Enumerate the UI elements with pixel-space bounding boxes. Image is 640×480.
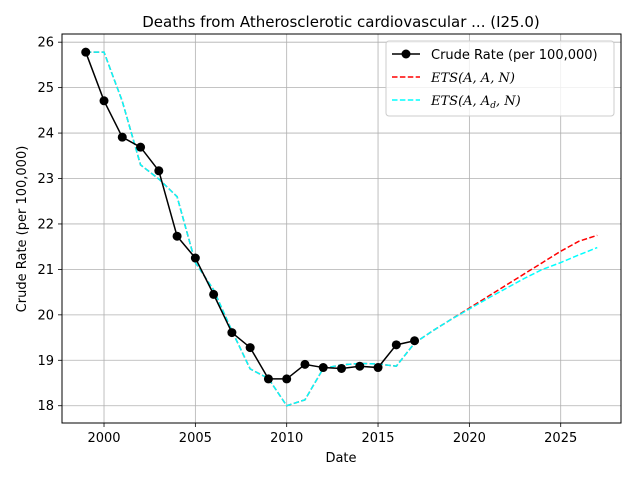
x-tick-label: 2025 <box>544 431 577 446</box>
data-point-crude-rate <box>81 47 91 57</box>
legend-label-ets-aadn-end: , N) <box>496 94 521 109</box>
y-tick-label: 23 <box>37 172 54 187</box>
data-point-crude-rate <box>136 142 146 152</box>
y-tick-label: 20 <box>37 308 54 323</box>
legend-label-ets-aadn-sub: d <box>490 101 496 111</box>
plot-series <box>81 47 598 407</box>
series-markers-crude-rate <box>81 47 420 384</box>
data-point-crude-rate <box>209 289 219 299</box>
legend-label-ets-aan-args: (A, A, N) <box>458 71 515 86</box>
legend-marker-crude-rate <box>401 49 411 59</box>
data-point-crude-rate <box>227 328 237 338</box>
data-point-crude-rate <box>355 361 365 371</box>
y-axis-ticks: 18 19 20 21 22 23 24 25 26 <box>37 36 62 414</box>
y-tick-label: 25 <box>37 81 54 96</box>
data-point-crude-rate <box>282 374 292 384</box>
data-point-crude-rate <box>99 96 109 106</box>
legend-label-ets-aan: ETS(A, A, N) <box>430 71 515 86</box>
data-point-crude-rate <box>318 363 328 373</box>
x-tick-label: 2010 <box>270 431 303 446</box>
x-axis-label: Date <box>325 451 356 466</box>
legend-box <box>385 40 615 117</box>
data-point-crude-rate <box>391 340 401 350</box>
data-point-crude-rate <box>154 166 164 176</box>
x-tick-label: 2000 <box>87 431 120 446</box>
data-point-crude-rate <box>373 363 383 373</box>
data-point-crude-rate <box>337 363 346 373</box>
plot-frame <box>61 33 622 424</box>
grid-lines <box>62 34 621 423</box>
x-tick-label: 2020 <box>453 431 486 446</box>
data-point-crude-rate <box>263 374 273 384</box>
y-tick-label: 21 <box>37 263 54 278</box>
data-point-crude-rate <box>117 132 127 142</box>
x-tick-label: 2015 <box>361 431 394 446</box>
legend-label-ets-aadn-args: (A, A <box>458 94 490 109</box>
y-axis-label: Crude Rate (per 100,000) <box>15 146 30 313</box>
y-tick-label: 22 <box>37 217 54 232</box>
y-tick-label: 24 <box>37 127 54 142</box>
y-tick-label: 18 <box>37 399 54 414</box>
legend-label-ets-aan-prefix: ETS <box>430 71 458 86</box>
chart-title: Deaths from Atherosclerotic cardiovascul… <box>142 13 540 31</box>
data-point-crude-rate <box>172 231 182 241</box>
legend-label-ets-aadn: ETS(A, Ad, N) <box>430 94 521 111</box>
data-point-crude-rate <box>410 336 420 346</box>
x-axis-ticks: 2000 2005 2010 2015 2020 2025 <box>87 423 577 446</box>
y-tick-label: 26 <box>37 36 54 51</box>
legend: Crude Rate (per 100,000) ETS(A, A, N) ET… <box>385 40 615 117</box>
x-tick-label: 2005 <box>179 431 212 446</box>
data-point-crude-rate <box>245 343 255 353</box>
legend-label-crude-rate: Crude Rate (per 100,000) <box>431 48 598 63</box>
legend-label-ets-aadn-prefix: ETS <box>430 94 458 109</box>
data-point-crude-rate <box>300 359 310 369</box>
y-tick-label: 19 <box>37 354 54 369</box>
data-point-crude-rate <box>190 253 200 263</box>
